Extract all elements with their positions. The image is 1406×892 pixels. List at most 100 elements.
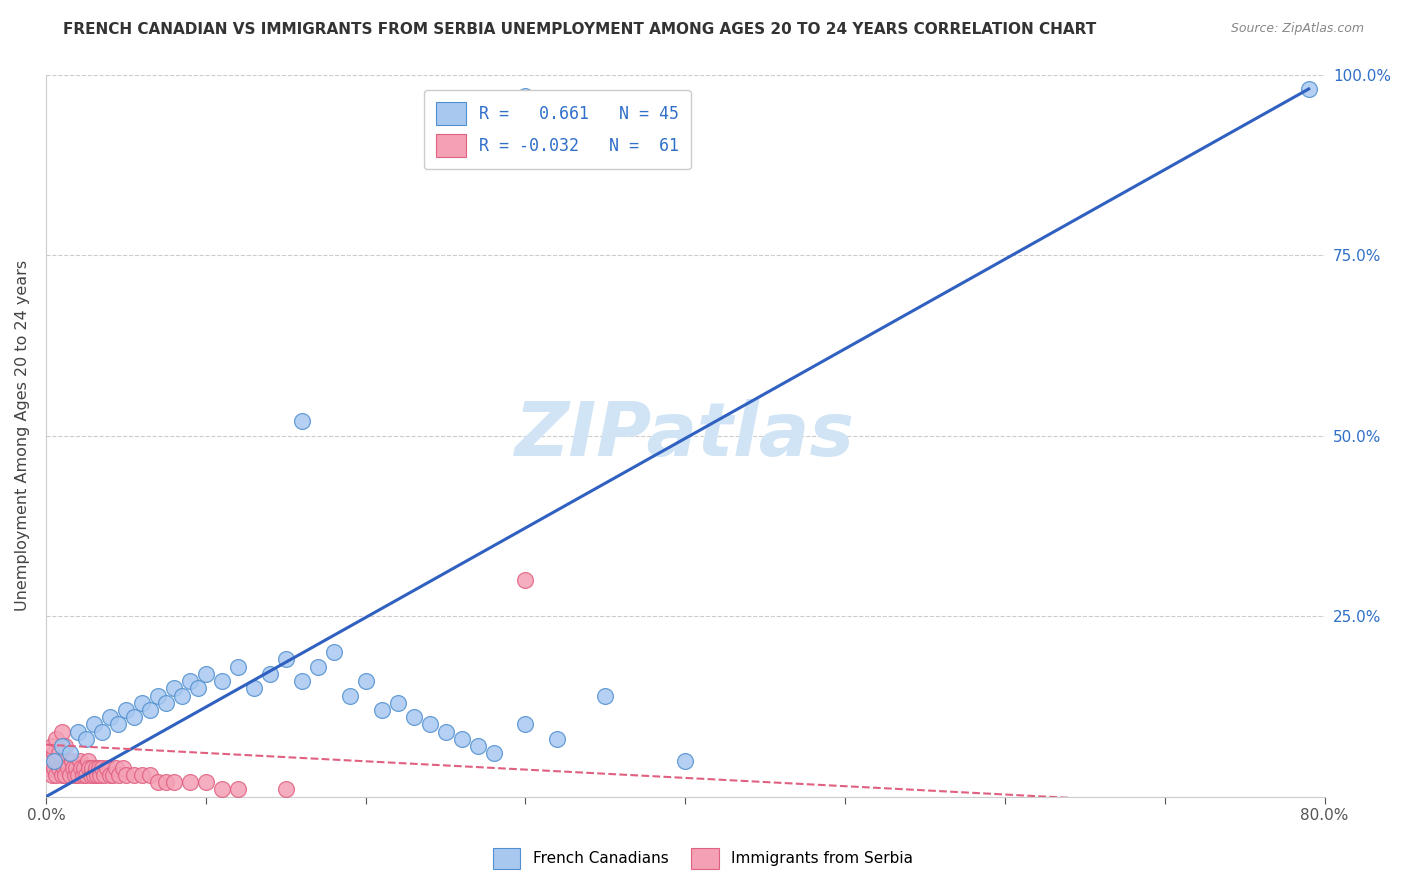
Point	[73, 761, 96, 775]
Point	[52, 761, 75, 775]
Point	[194, 775, 217, 789]
Point	[93, 768, 115, 782]
Point	[450, 731, 472, 746]
Point	[65, 761, 87, 775]
Point	[77, 761, 100, 775]
Point	[89, 768, 111, 782]
Point	[211, 674, 233, 689]
Point	[80, 768, 103, 782]
Point	[107, 717, 129, 731]
Point	[170, 689, 193, 703]
Point	[59, 768, 82, 782]
Point	[66, 724, 89, 739]
Point	[146, 775, 169, 789]
Point	[39, 754, 62, 768]
Point	[46, 754, 69, 768]
Point	[673, 754, 696, 768]
Point	[86, 768, 108, 782]
Point	[155, 775, 177, 789]
Point	[59, 747, 82, 761]
Point	[179, 775, 201, 789]
Point	[84, 761, 107, 775]
Point	[155, 696, 177, 710]
Point	[546, 731, 568, 746]
Point	[51, 754, 73, 768]
Point	[131, 768, 153, 782]
Point	[515, 717, 537, 731]
Point	[42, 747, 65, 761]
Point	[87, 761, 110, 775]
Point	[291, 414, 314, 428]
Point	[242, 681, 264, 696]
Point	[105, 761, 128, 775]
Point	[115, 703, 138, 717]
Y-axis label: Unemployment Among Ages 20 to 24 years: Unemployment Among Ages 20 to 24 years	[15, 260, 30, 611]
Point	[45, 731, 67, 746]
Point	[515, 573, 537, 587]
Point	[51, 739, 73, 753]
Point	[82, 761, 104, 775]
Point	[41, 768, 63, 782]
Point	[45, 768, 67, 782]
Point	[38, 761, 60, 775]
Point	[122, 768, 145, 782]
Point	[53, 768, 76, 782]
Point	[139, 768, 162, 782]
Point	[69, 754, 91, 768]
Point	[48, 747, 70, 761]
Point	[75, 768, 97, 782]
Point	[131, 696, 153, 710]
Point	[419, 717, 441, 731]
Point	[60, 754, 83, 768]
Point	[387, 696, 409, 710]
Point	[48, 761, 70, 775]
Point	[51, 724, 73, 739]
Point	[96, 761, 118, 775]
Point	[51, 768, 73, 782]
Point	[53, 739, 76, 753]
Legend: R =   0.661   N = 45, R = -0.032   N =  61: R = 0.661 N = 45, R = -0.032 N = 61	[425, 90, 690, 169]
Point	[62, 761, 84, 775]
Point	[90, 724, 112, 739]
Point	[111, 761, 134, 775]
Point	[467, 739, 489, 753]
Point	[122, 710, 145, 724]
Point	[83, 768, 105, 782]
Point	[90, 761, 112, 775]
Point	[179, 674, 201, 689]
Point	[194, 667, 217, 681]
Point	[66, 768, 89, 782]
Point	[139, 703, 162, 717]
Point	[42, 761, 65, 775]
Text: FRENCH CANADIAN VS IMMIGRANTS FROM SERBIA UNEMPLOYMENT AMONG AGES 20 TO 24 YEARS: FRENCH CANADIAN VS IMMIGRANTS FROM SERBI…	[63, 22, 1097, 37]
Point	[322, 645, 344, 659]
Point	[83, 717, 105, 731]
Point	[274, 652, 297, 666]
Point	[482, 747, 505, 761]
Point	[70, 761, 93, 775]
Point	[259, 667, 281, 681]
Point	[55, 754, 77, 768]
Point	[49, 747, 72, 761]
Point	[354, 674, 377, 689]
Point	[63, 768, 86, 782]
Point	[1298, 82, 1320, 96]
Point	[146, 689, 169, 703]
Point	[274, 782, 297, 797]
Point	[75, 731, 97, 746]
Point	[108, 768, 131, 782]
Point	[226, 782, 249, 797]
Point	[307, 659, 329, 673]
Point	[211, 782, 233, 797]
Point	[42, 754, 65, 768]
Legend: French Canadians, Immigrants from Serbia: French Canadians, Immigrants from Serbia	[486, 841, 920, 875]
Text: Source: ZipAtlas.com: Source: ZipAtlas.com	[1230, 22, 1364, 36]
Point	[76, 754, 98, 768]
Point	[163, 681, 186, 696]
Point	[187, 681, 209, 696]
Point	[515, 89, 537, 103]
Point	[163, 775, 186, 789]
Text: ZIPatlas: ZIPatlas	[516, 399, 855, 472]
Point	[101, 768, 124, 782]
Point	[595, 689, 617, 703]
